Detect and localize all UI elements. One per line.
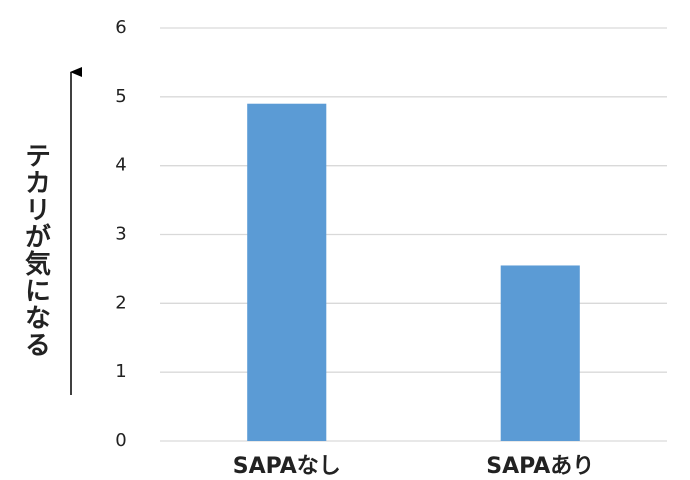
y-tick-label: 3 (115, 224, 126, 245)
x-tick-label: SAPAなし (233, 454, 341, 479)
y-axis-label: テカリが気になる (21, 142, 51, 358)
y-tick-label: 1 (115, 361, 126, 382)
x-tick-label: SAPAあり (486, 454, 594, 479)
y-tick-label: 0 (115, 430, 126, 451)
y-tick-label: 2 (115, 292, 126, 313)
bar (500, 265, 580, 441)
bar (247, 103, 327, 441)
y-tick-label: 6 (115, 17, 126, 38)
y-tick-label: 4 (115, 155, 126, 176)
y-tick-label: 5 (115, 86, 126, 107)
